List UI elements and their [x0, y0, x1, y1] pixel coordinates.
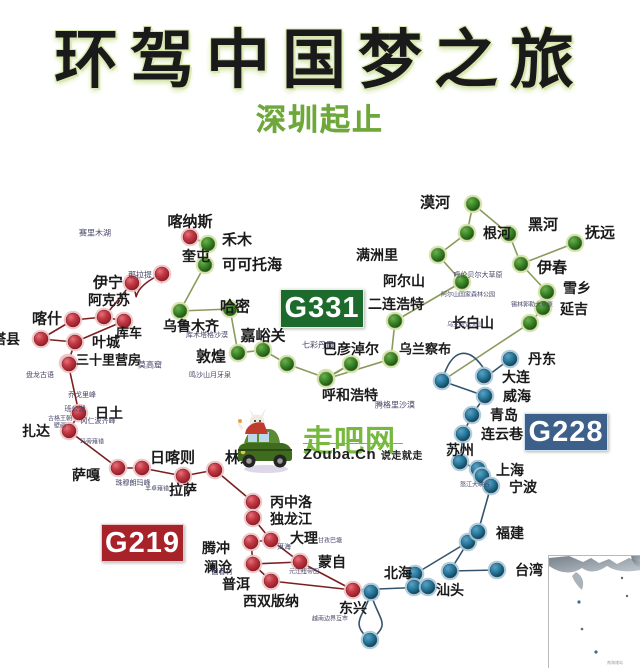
svg-text:南海诸岛: 南海诸岛: [607, 659, 623, 665]
